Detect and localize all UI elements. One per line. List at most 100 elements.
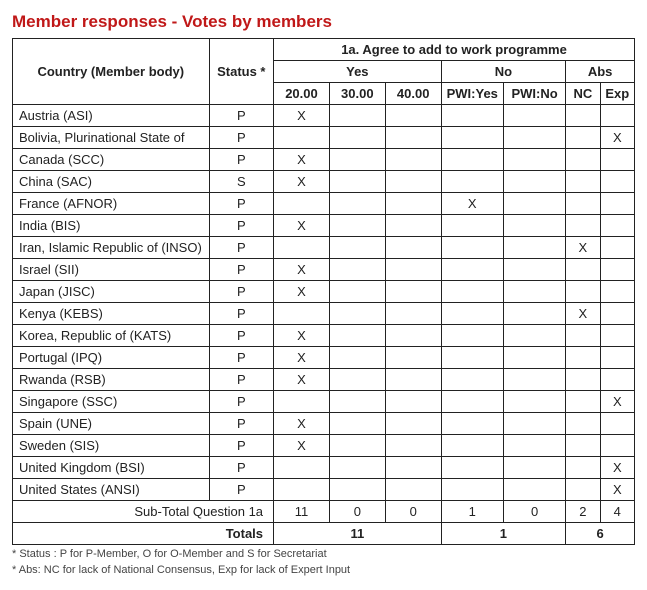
cell-3000 [329,237,385,259]
subtotal-exp: 4 [600,501,634,523]
cell-pwino [503,347,565,369]
cell-3000 [329,193,385,215]
header-pwiyes: PWI:Yes [441,83,503,105]
totals-abs: 6 [566,523,635,545]
cell-nc [566,149,600,171]
country: Canada (SCC) [13,149,210,171]
cell-pwino [503,149,565,171]
cell-4000 [385,391,441,413]
cell-2000 [274,479,330,501]
cell-4000 [385,171,441,193]
status: P [209,237,273,259]
cell-nc [566,413,600,435]
country: United States (ANSI) [13,479,210,501]
status: P [209,127,273,149]
cell-nc [566,281,600,303]
cell-nc: X [566,237,600,259]
country: Israel (SII) [13,259,210,281]
cell-pwiyes [441,215,503,237]
cell-exp [600,149,634,171]
table-row: Israel (SII)PX [13,259,635,281]
cell-3000 [329,479,385,501]
status: P [209,479,273,501]
totals-yes: 11 [274,523,442,545]
cell-4000 [385,325,441,347]
cell-4000 [385,303,441,325]
cell-pwiyes [441,303,503,325]
table-row: Kenya (KEBS)PX [13,303,635,325]
table-row: Korea, Republic of (KATS)PX [13,325,635,347]
country: Kenya (KEBS) [13,303,210,325]
status: S [209,171,273,193]
table-row: China (SAC)SX [13,171,635,193]
cell-2000 [274,457,330,479]
cell-pwiyes [441,435,503,457]
cell-exp [600,303,634,325]
country: Rwanda (RSB) [13,369,210,391]
status: P [209,193,273,215]
table-row: Sweden (SIS)PX [13,435,635,457]
table-row: Iran, Islamic Republic of (INSO)PX [13,237,635,259]
cell-pwino [503,435,565,457]
cell-2000 [274,127,330,149]
cell-3000 [329,435,385,457]
cell-pwino [503,391,565,413]
subtotal-3000: 0 [329,501,385,523]
table-row: Portugal (IPQ)PX [13,347,635,369]
cell-exp [600,171,634,193]
cell-3000 [329,105,385,127]
cell-nc [566,127,600,149]
header-no: No [441,61,566,83]
cell-exp [600,237,634,259]
country: China (SAC) [13,171,210,193]
header-country: Country (Member body) [13,39,210,105]
votes-table: Country (Member body) Status * 1a. Agree… [12,38,635,545]
cell-4000 [385,149,441,171]
header-question: 1a. Agree to add to work programme [274,39,635,61]
header-status: Status * [209,39,273,105]
cell-pwiyes [441,281,503,303]
cell-exp [600,259,634,281]
table-row: Canada (SCC)PX [13,149,635,171]
cell-3000 [329,303,385,325]
cell-pwiyes [441,259,503,281]
cell-pwiyes [441,369,503,391]
cell-4000 [385,215,441,237]
totals-label: Totals [13,523,274,545]
cell-pwino [503,105,565,127]
subtotal-label: Sub-Total Question 1a [13,501,274,523]
cell-pwiyes [441,391,503,413]
cell-nc [566,325,600,347]
cell-2000: X [274,413,330,435]
cell-pwino [503,369,565,391]
header-4000: 40.00 [385,83,441,105]
status: P [209,435,273,457]
table-row: Austria (ASI)PX [13,105,635,127]
cell-3000 [329,391,385,413]
cell-4000 [385,193,441,215]
country: Japan (JISC) [13,281,210,303]
cell-pwiyes [441,479,503,501]
cell-2000: X [274,347,330,369]
cell-exp [600,281,634,303]
cell-4000 [385,281,441,303]
page-title: Member responses - Votes by members [12,12,635,32]
cell-pwino [503,127,565,149]
header-abs: Abs [566,61,635,83]
cell-pwino [503,479,565,501]
cell-3000 [329,369,385,391]
country: Austria (ASI) [13,105,210,127]
country: France (AFNOR) [13,193,210,215]
cell-nc [566,457,600,479]
cell-pwino [503,303,565,325]
cell-pwino [503,281,565,303]
header-pwino: PWI:No [503,83,565,105]
cell-2000 [274,391,330,413]
cell-pwino [503,193,565,215]
cell-exp [600,325,634,347]
table-row: Spain (UNE)PX [13,413,635,435]
cell-4000 [385,237,441,259]
cell-3000 [329,127,385,149]
cell-nc [566,259,600,281]
status: P [209,281,273,303]
